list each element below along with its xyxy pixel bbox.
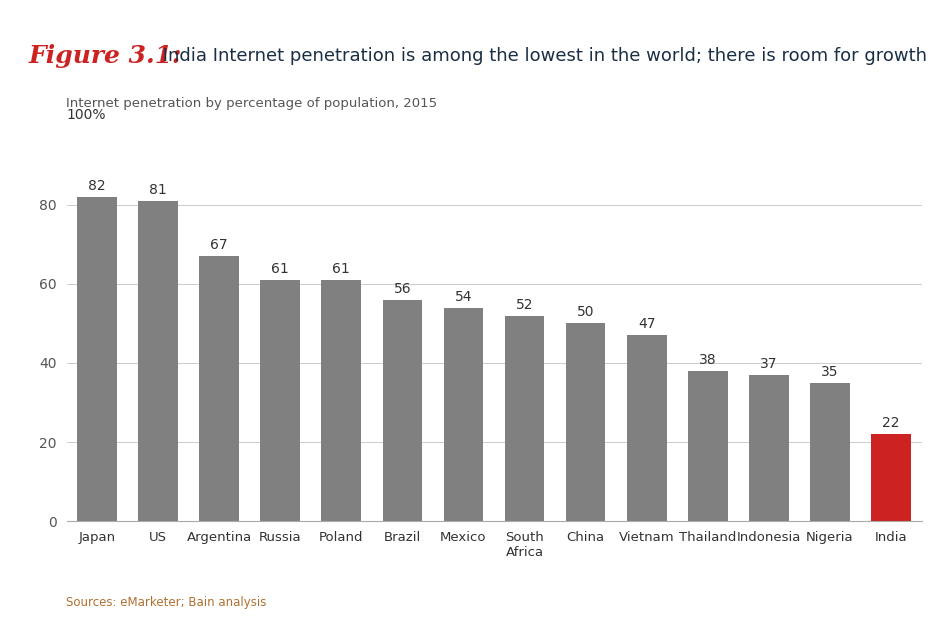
Text: 37: 37 xyxy=(760,357,777,371)
Bar xyxy=(77,197,117,521)
Bar xyxy=(810,382,849,521)
Bar xyxy=(321,280,361,521)
Text: 35: 35 xyxy=(821,365,839,379)
Bar xyxy=(749,375,788,521)
Bar xyxy=(444,308,484,521)
Text: 82: 82 xyxy=(88,179,105,193)
Bar xyxy=(871,434,911,521)
Bar xyxy=(566,323,605,521)
Text: 50: 50 xyxy=(577,305,595,320)
Text: 52: 52 xyxy=(516,298,533,311)
Bar xyxy=(139,201,178,521)
Bar xyxy=(383,300,422,521)
Text: 61: 61 xyxy=(272,262,289,276)
Text: 67: 67 xyxy=(210,238,228,252)
Text: Internet penetration by percentage of population, 2015: Internet penetration by percentage of po… xyxy=(66,97,438,110)
Text: India Internet penetration is among the lowest in the world; there is room for g: India Internet penetration is among the … xyxy=(157,46,927,65)
Text: 54: 54 xyxy=(455,290,472,303)
Bar xyxy=(688,371,728,521)
Bar xyxy=(504,315,544,521)
Bar xyxy=(627,335,667,521)
Text: 81: 81 xyxy=(149,183,167,197)
Bar xyxy=(260,280,300,521)
Text: 38: 38 xyxy=(699,353,716,367)
Text: 56: 56 xyxy=(393,282,411,296)
Text: Figure 3.1:: Figure 3.1: xyxy=(28,43,181,68)
Text: 47: 47 xyxy=(638,317,656,332)
Bar xyxy=(200,256,239,521)
Text: Sources: eMarketer; Bain analysis: Sources: eMarketer; Bain analysis xyxy=(66,596,267,609)
Text: 100%: 100% xyxy=(66,109,106,122)
Text: 22: 22 xyxy=(883,416,900,430)
Text: 61: 61 xyxy=(332,262,351,276)
